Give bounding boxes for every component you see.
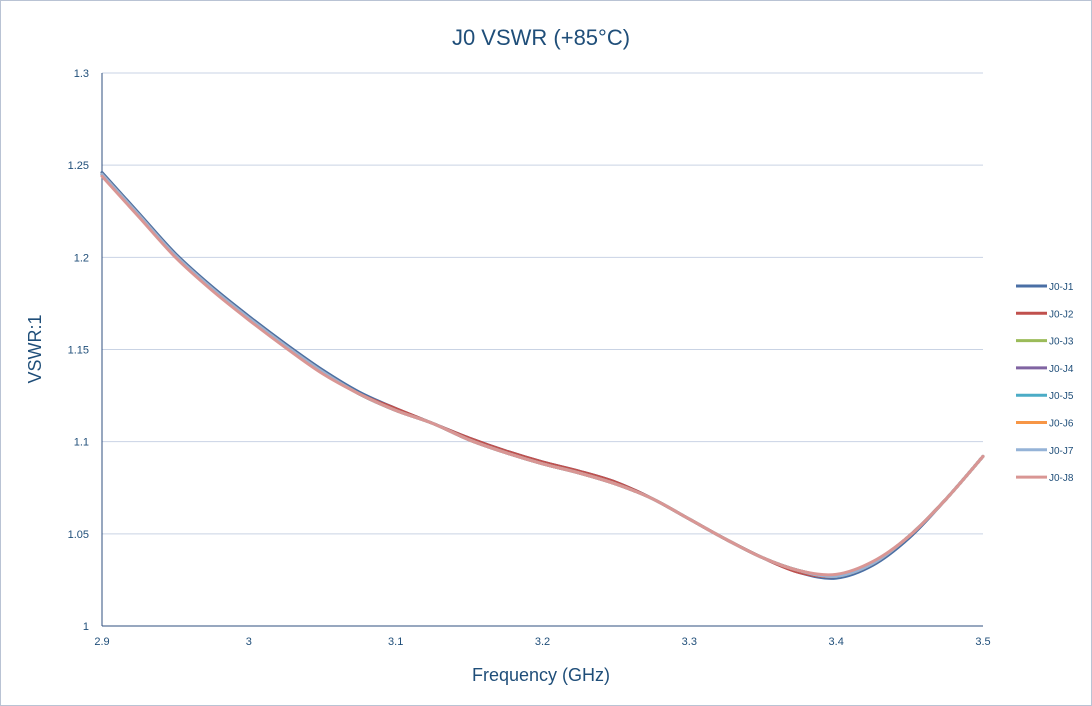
legend-label-j0-j7: J0-J7	[1049, 446, 1074, 457]
legend-label-j0-j4: J0-J4	[1049, 364, 1074, 375]
y-axis-title: VSWR:1	[25, 314, 45, 383]
y-tick-labels: 1 1.05 1.1 1.15 1.2 1.25 1.3	[68, 68, 89, 633]
y-tick-label: 1.3	[74, 68, 89, 80]
series-line-j0-j2	[100, 172, 985, 579]
axes	[101, 73, 983, 627]
x-tick-label: 3.5	[975, 636, 990, 648]
gridlines	[102, 72, 983, 627]
series-line-j0-j6	[100, 172, 985, 578]
x-tick-label: 2.9	[94, 636, 109, 648]
x-tick-label: 3.1	[388, 636, 403, 648]
legend-label-j0-j8: J0-J8	[1049, 473, 1074, 484]
x-axis-title: Frequency (GHz)	[472, 665, 610, 685]
chart-title: J0 VSWR (+85°C)	[452, 25, 630, 50]
series-lines	[100, 171, 985, 580]
y-tick-label: 1.25	[68, 160, 89, 172]
legend: J0-J1 J0-J2 J0-J3 J0-J4 J0-J5 J0-J6 J0-J7 J0-J8	[1016, 282, 1074, 484]
series-line-j0-j3	[100, 172, 985, 578]
legend-label-j0-j1: J0-J1	[1049, 282, 1074, 293]
y-tick-label: 1.15	[68, 345, 89, 357]
legend-label-j0-j5: J0-J5	[1049, 391, 1074, 402]
series-line-j0-j5	[100, 172, 985, 578]
series-line-j0-j4	[100, 172, 985, 578]
x-tick-label: 3.2	[535, 636, 550, 648]
legend-label-j0-j6: J0-J6	[1049, 419, 1074, 430]
legend-label-j0-j2: J0-J2	[1049, 309, 1074, 320]
y-tick-label: 1	[83, 621, 89, 633]
series-line-j0-j7	[100, 172, 985, 578]
x-tick-label: 3.4	[829, 636, 844, 648]
series-line-j0-j8	[100, 174, 985, 577]
legend-label-j0-j3: J0-J3	[1049, 337, 1074, 348]
x-tick-label: 3.3	[682, 636, 697, 648]
series-line-j0-j1	[100, 171, 985, 580]
y-tick-label: 1.2	[74, 252, 89, 264]
y-tick-label: 1.05	[68, 529, 89, 541]
x-tick-labels: 2.9 3 3.1 3.2 3.3 3.4 3.5	[94, 636, 990, 648]
y-tick-label: 1.1	[74, 437, 89, 449]
x-tick-label: 3	[246, 636, 252, 648]
